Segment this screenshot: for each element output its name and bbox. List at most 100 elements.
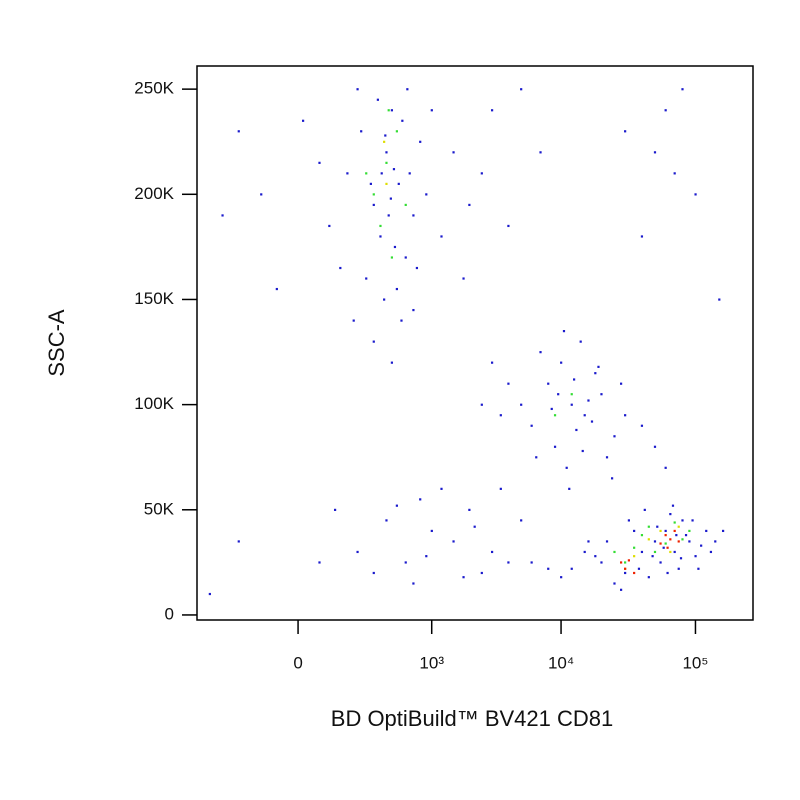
data-point	[681, 538, 684, 541]
data-point	[679, 557, 683, 560]
data-point	[705, 529, 708, 533]
data-point	[383, 140, 386, 143]
data-point	[383, 298, 386, 301]
data-point	[530, 561, 533, 564]
data-point	[379, 224, 382, 228]
data-point	[539, 351, 542, 354]
data-point	[406, 88, 409, 91]
data-point	[694, 193, 697, 196]
data-point	[387, 214, 390, 217]
data-point	[633, 546, 636, 549]
data-point	[395, 130, 398, 133]
data-point	[600, 393, 603, 396]
data-point	[520, 403, 523, 406]
data-point	[372, 340, 375, 343]
data-point	[389, 197, 392, 200]
data-point	[419, 140, 422, 143]
data-point	[430, 529, 433, 533]
data-point	[260, 193, 263, 196]
data-point	[440, 487, 443, 490]
data-point	[356, 550, 359, 554]
data-point	[384, 134, 387, 137]
data-point	[673, 521, 676, 524]
data-point	[684, 534, 688, 537]
data-point	[237, 130, 240, 133]
x-tick-label: 10³	[419, 653, 444, 672]
data-point	[507, 561, 510, 564]
data-point	[452, 151, 455, 154]
data-point	[468, 203, 471, 207]
data-point	[624, 130, 627, 133]
data-point	[697, 567, 700, 570]
data-point	[301, 119, 305, 122]
y-tick-label: 200K	[134, 184, 174, 203]
data-point	[619, 382, 623, 385]
data-point	[562, 330, 566, 333]
data-point	[415, 266, 419, 270]
data-point	[597, 365, 600, 368]
data-point	[430, 109, 433, 112]
data-point	[613, 582, 616, 585]
data-point	[669, 550, 672, 554]
data-point	[385, 519, 388, 522]
data-point	[547, 567, 550, 570]
data-point	[656, 525, 659, 528]
data-point	[573, 378, 576, 381]
data-point	[376, 98, 379, 101]
data-point	[653, 540, 657, 543]
data-point	[392, 168, 396, 171]
x-axis-title: BD OptiBuild™ BV421 CD81	[331, 706, 613, 731]
data-point	[594, 555, 597, 558]
data-point	[640, 235, 644, 238]
data-point	[624, 567, 627, 570]
data-point	[671, 504, 675, 507]
data-point	[390, 361, 394, 364]
data-point	[718, 298, 721, 301]
data-point	[619, 588, 623, 591]
data-point	[393, 245, 397, 249]
data-point	[520, 88, 523, 91]
data-point	[385, 161, 388, 164]
data-point	[714, 540, 717, 543]
y-tick-label: 100K	[134, 394, 174, 413]
data-point	[401, 119, 404, 122]
data-point	[408, 172, 411, 175]
data-point	[664, 109, 667, 112]
data-point	[560, 576, 563, 579]
data-point	[412, 308, 415, 312]
data-point	[613, 435, 616, 438]
data-point	[610, 477, 614, 480]
data-point	[709, 550, 713, 554]
data-point	[372, 193, 375, 196]
y-axis-title: SSC-A	[44, 309, 69, 377]
data-point	[425, 555, 428, 558]
data-point	[275, 287, 278, 291]
data-point	[669, 538, 672, 541]
data-point	[570, 403, 573, 406]
data-point	[666, 571, 669, 575]
data-point	[452, 540, 455, 543]
data-point	[404, 561, 407, 564]
data-point	[395, 287, 398, 291]
data-point	[397, 182, 400, 185]
data-point	[659, 561, 662, 564]
data-point	[659, 529, 662, 533]
data-point	[560, 361, 563, 364]
data-point	[372, 203, 375, 207]
data-point	[583, 414, 586, 417]
data-point	[624, 414, 627, 417]
data-point	[499, 414, 502, 417]
data-point	[627, 559, 630, 562]
data-point	[677, 525, 680, 528]
data-point	[594, 372, 597, 375]
data-point	[666, 546, 669, 549]
data-point	[404, 256, 407, 259]
data-point	[570, 393, 573, 396]
data-point	[360, 130, 363, 133]
data-point	[480, 403, 483, 406]
data-point	[659, 542, 662, 545]
data-point	[653, 151, 657, 154]
data-point	[587, 540, 590, 543]
data-point	[624, 561, 627, 564]
